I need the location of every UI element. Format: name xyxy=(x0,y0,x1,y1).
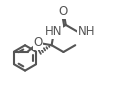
Text: NH: NH xyxy=(78,25,95,38)
Text: O: O xyxy=(34,36,43,49)
Text: O: O xyxy=(59,5,68,18)
Text: HN: HN xyxy=(45,25,63,38)
